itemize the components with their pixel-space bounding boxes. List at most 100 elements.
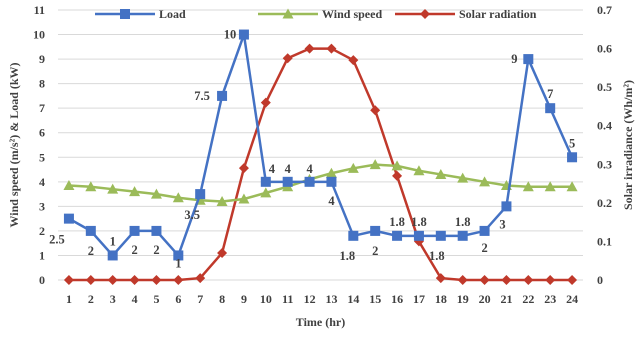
y-left-tick-label: 7 — [39, 101, 45, 115]
legend-solar-radiation-marker — [420, 9, 430, 19]
y-left-tick-label: 1 — [39, 248, 45, 262]
load-data-label: 2.5 — [49, 233, 65, 247]
load-point — [195, 189, 206, 200]
y-left-tick-label: 0 — [39, 273, 45, 287]
load-data-label: 1.8 — [389, 215, 405, 229]
load-point — [457, 230, 468, 241]
load-point — [348, 230, 359, 241]
x-tick-label: 10 — [260, 292, 272, 306]
gridlines — [58, 9, 583, 281]
y-right-tick-label: 0.4 — [597, 119, 612, 133]
solar-radiation-point — [85, 275, 96, 285]
x-tick-label: 20 — [479, 292, 491, 306]
load-point — [479, 225, 490, 236]
load-line — [68, 34, 574, 258]
solar-radiation-point — [392, 170, 403, 181]
load-data-label: 2 — [131, 243, 137, 257]
solar-radiation-point — [260, 97, 271, 108]
x-tick-label: 8 — [219, 292, 225, 306]
load-data-label: 2 — [372, 244, 378, 258]
solar-radiation-point — [63, 275, 74, 285]
load-point — [151, 225, 162, 236]
load-data-label: 9 — [511, 52, 517, 66]
solar-radiation-point — [238, 163, 249, 174]
solar-radiation-point — [457, 275, 468, 285]
load-point — [238, 29, 249, 40]
x-tick-label: 5 — [153, 292, 159, 306]
x-tick-label: 17 — [413, 292, 425, 306]
wind-speed-point — [85, 181, 97, 192]
x-tick-label: 23 — [544, 292, 556, 306]
load-data-label: 1.8 — [411, 215, 427, 229]
legend-solar-radiation-label: Solar radiation — [459, 7, 537, 21]
y-left-tick-label: 4 — [39, 175, 45, 189]
wind-speed-point — [544, 181, 556, 192]
wind-speed-point — [391, 160, 403, 171]
wind-speed-point — [172, 192, 184, 203]
wind-speed-point — [347, 162, 359, 173]
solar-radiation-point — [501, 275, 512, 285]
load-point — [282, 176, 293, 187]
load-data-label: 7.5 — [194, 89, 210, 103]
x-tick-label: 7 — [197, 292, 203, 306]
solar-radiation-point — [567, 275, 578, 285]
wind-speed-point — [566, 181, 578, 192]
legend-wind-speed-label: Wind speed — [322, 7, 382, 21]
load-point — [567, 152, 578, 163]
load-data-label: 1.8 — [455, 215, 471, 229]
wind-speed-point — [479, 176, 491, 187]
y-axis-right-title: Solar irradiance (Wh/m²) — [621, 80, 635, 210]
y-right-tick-label: 0.5 — [597, 80, 612, 94]
y-right-tick-label: 0.3 — [597, 157, 612, 171]
load-data-label: 4 — [328, 194, 335, 208]
x-tick-label: 19 — [457, 292, 469, 306]
load-data-label: 4 — [306, 162, 313, 176]
y-right-tick-label: 0.2 — [597, 196, 612, 210]
y-right-tick-label: 0.1 — [597, 234, 612, 248]
y-left-tick-label: 11 — [34, 3, 45, 17]
legend-load-label: Load — [159, 7, 186, 21]
load-data-label: 1.8 — [340, 249, 356, 263]
solar-radiation-point — [173, 275, 184, 285]
wind-speed-point — [63, 180, 75, 190]
load-data-label: 1.8 — [429, 249, 445, 263]
solar-radiation-point — [435, 273, 446, 284]
solar-radiation-point — [129, 275, 140, 285]
x-tick-label: 3 — [110, 292, 116, 306]
load-data-label: 2 — [88, 244, 94, 258]
load-point — [129, 225, 140, 236]
load-point — [413, 230, 424, 241]
load-data-label: 10 — [224, 28, 237, 42]
x-tick-label: 6 — [175, 292, 181, 306]
load-data-label: 2 — [481, 241, 487, 255]
solar-radiation-point — [107, 275, 118, 285]
x-tick-label: 11 — [282, 292, 293, 306]
solar-radiation-point — [545, 275, 556, 285]
wind-speed-point — [369, 159, 381, 170]
load-point — [63, 213, 74, 224]
series-layer — [63, 29, 578, 285]
wind-speed-point — [413, 165, 425, 176]
x-tick-label: 12 — [304, 292, 316, 306]
load-point — [326, 176, 337, 187]
solar-radiation-point — [479, 275, 490, 285]
solar-radiation-point — [195, 273, 206, 284]
load-point — [217, 90, 228, 101]
load-point — [85, 225, 96, 236]
solar-radiation-point — [348, 55, 359, 66]
load-data-label: 3.5 — [184, 208, 200, 222]
wind-speed-point — [435, 168, 447, 179]
load-point — [501, 201, 512, 212]
wind-speed-point — [216, 195, 228, 206]
x-tick-label: 13 — [325, 292, 337, 306]
y-left-tick-label: 10 — [33, 28, 45, 42]
load-point — [304, 176, 315, 187]
wind-speed-point — [238, 193, 250, 204]
legend-load-marker — [120, 9, 130, 19]
load-point — [370, 225, 381, 236]
load-point — [392, 230, 403, 241]
x-axis-ticks: 1 2 3 4 5 6 7 8 9 10 11 12 13 14 15 16 17 18 19 20 21 22 23 24 — [66, 292, 578, 306]
solar-radiation-point — [326, 43, 337, 54]
x-tick-label: 4 — [132, 292, 138, 306]
x-tick-label: 1 — [66, 292, 72, 306]
